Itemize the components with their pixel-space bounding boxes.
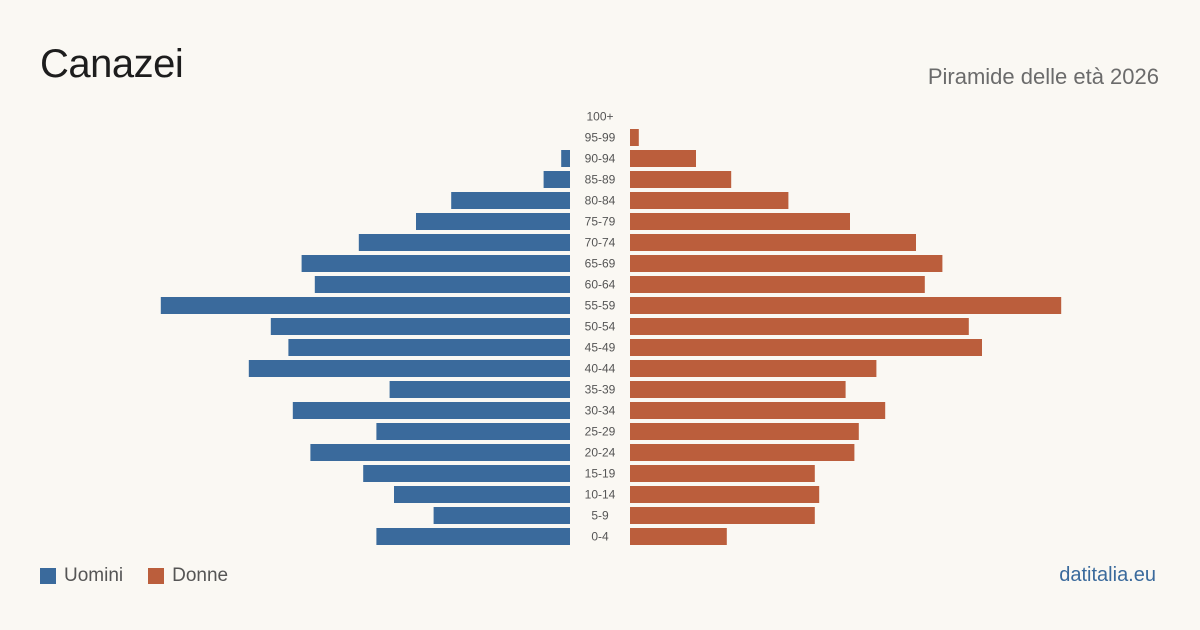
age-tick-label: 60-64: [585, 278, 616, 292]
bar-male-45-49: [288, 339, 570, 356]
age-tick-label: 35-39: [585, 383, 616, 397]
bar-female-85-89: [630, 171, 732, 188]
bar-male-90-94: [561, 150, 570, 167]
bar-female-35-39: [630, 381, 846, 398]
age-tick-label: 40-44: [585, 362, 616, 376]
bar-male-55-59: [160, 297, 571, 314]
bar-female-15-19: [630, 465, 815, 482]
age-tick-label: 25-29: [585, 425, 616, 439]
age-tick-label: 65-69: [585, 257, 616, 271]
age-tick-label: 70-74: [585, 236, 616, 250]
age-tick-label: 85-89: [585, 173, 616, 187]
bar-female-60-64: [630, 276, 925, 293]
age-tick-label: 90-94: [585, 152, 616, 166]
bar-female-55-59: [630, 297, 1062, 314]
bar-male-40-44: [248, 360, 571, 377]
bar-female-5-9: [630, 507, 815, 524]
bar-male-80-84: [451, 192, 570, 209]
bar-male-70-74: [358, 234, 570, 251]
bar-female-65-69: [630, 255, 943, 272]
bar-male-35-39: [389, 381, 570, 398]
age-tick-label: 95-99: [585, 131, 616, 145]
legend-item-female: Donne: [148, 565, 228, 587]
age-tick-label: 15-19: [585, 467, 616, 481]
age-tick-label: 20-24: [585, 446, 616, 460]
bar-female-25-29: [630, 423, 859, 440]
bar-female-90-94: [630, 150, 696, 167]
bar-male-30-34: [292, 402, 570, 419]
legend-label-male: Uomini: [64, 565, 124, 586]
age-tick-label: 55-59: [585, 299, 616, 313]
age-tick-label: 10-14: [585, 488, 616, 502]
bar-male-0-4: [376, 528, 570, 545]
bar-male-75-79: [416, 213, 570, 230]
bar-female-75-79: [630, 213, 850, 230]
bar-female-30-34: [630, 402, 886, 419]
bar-male-15-19: [363, 465, 570, 482]
source-link[interactable]: datitalia.eu: [1059, 564, 1156, 586]
bar-male-10-14: [394, 486, 570, 503]
legend-swatch-female: [148, 568, 165, 584]
age-tick-label: 80-84: [585, 194, 616, 208]
bar-male-85-89: [543, 171, 570, 188]
page-title: Canazei: [40, 42, 184, 86]
bar-male-25-29: [376, 423, 570, 440]
age-tick-label: 50-54: [585, 320, 616, 334]
bar-female-95-99: [630, 129, 639, 146]
bar-male-65-69: [301, 255, 570, 272]
age-tick-label: 5-9: [591, 509, 609, 523]
age-tick-label: 0-4: [591, 530, 609, 544]
bar-female-45-49: [630, 339, 982, 356]
bar-female-50-54: [630, 318, 969, 335]
bar-male-20-24: [310, 444, 570, 461]
legend-label-female: Donne: [172, 565, 229, 586]
bar-male-60-64: [314, 276, 570, 293]
legend: Uomini Donne: [40, 565, 253, 587]
legend-swatch-male: [40, 568, 56, 584]
bar-male-50-54: [270, 318, 570, 335]
bar-female-0-4: [630, 528, 727, 545]
age-tick-label: 75-79: [585, 215, 616, 229]
bar-female-20-24: [630, 444, 855, 461]
age-tick-label: 30-34: [585, 404, 616, 418]
bar-female-10-14: [630, 486, 820, 503]
bar-female-40-44: [630, 360, 877, 377]
bar-female-70-74: [630, 234, 916, 251]
legend-item-male: Uomini: [40, 565, 123, 587]
bar-female-80-84: [630, 192, 789, 209]
age-tick-label: 45-49: [585, 341, 616, 355]
age-tick-label: 100+: [586, 110, 613, 124]
chart-subtitle: Piramide delle età 2026: [927, 64, 1159, 89]
bar-male-5-9: [433, 507, 570, 524]
